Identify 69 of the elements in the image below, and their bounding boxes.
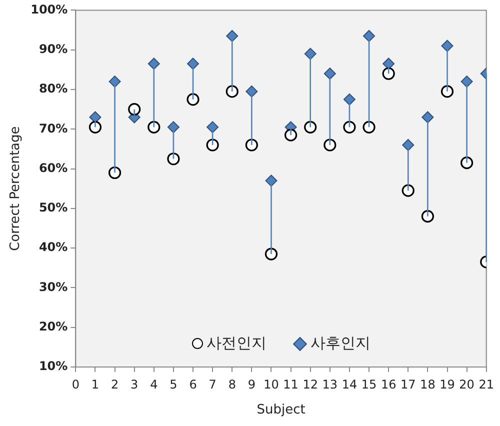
y-tick-label: 70%: [38, 121, 68, 136]
point: [265, 174, 278, 187]
point: [128, 103, 141, 116]
y-tick-label: 80%: [38, 82, 68, 96]
y-tick-label: 20%: [38, 319, 68, 334]
point: [108, 166, 122, 180]
x-tick-label: 10: [264, 377, 279, 392]
point: [284, 128, 298, 142]
x-tick-label: 2: [110, 377, 119, 392]
x-tick-label: 11: [283, 377, 298, 392]
y-tick-label: 10%: [38, 359, 68, 374]
legend-label: 사후인지: [310, 334, 371, 353]
y-tick-label: 100%: [30, 2, 68, 16]
x-tick-label: 6: [189, 377, 197, 392]
y-tick-label: 40%: [38, 240, 68, 254]
y-tick-label: 30%: [38, 280, 68, 294]
x-tick-label: 5: [170, 377, 178, 392]
point: [245, 138, 258, 152]
point: [226, 30, 238, 42]
point: [186, 93, 200, 106]
point: [187, 58, 200, 70]
x-tick-label: 9: [248, 377, 256, 392]
y-tick-label: 50%: [38, 200, 68, 215]
point: [402, 138, 414, 151]
point: [460, 156, 474, 170]
x-tick-label: 15: [361, 377, 377, 392]
x-tick-label: 3: [130, 377, 138, 392]
x-tick-label: 0: [72, 377, 80, 392]
x-tick-label: 1: [91, 377, 100, 392]
point: [206, 121, 219, 134]
point: [167, 152, 180, 166]
point: [421, 210, 434, 223]
legend-label: 사전인지: [206, 334, 267, 353]
point: [304, 48, 316, 60]
x-tick-label: 21: [478, 377, 494, 392]
x-tick-label: 17: [400, 377, 416, 392]
point: [343, 93, 356, 106]
x-tick-label: 20: [459, 377, 474, 392]
point: [167, 121, 180, 134]
point: [206, 138, 219, 152]
x-tick-label: 13: [322, 377, 338, 392]
point: [226, 85, 238, 98]
x-tick-label: 4: [150, 377, 158, 392]
point: [343, 120, 356, 134]
x-tick-label: 18: [420, 377, 436, 392]
point: [324, 68, 336, 80]
point: [440, 85, 454, 98]
x-tick-label: 19: [440, 377, 455, 392]
point: [362, 120, 376, 134]
x-tick-label: 12: [302, 377, 318, 392]
y-axis-title: Correct Percentage: [8, 126, 24, 251]
point: [402, 184, 414, 197]
point: [422, 111, 434, 124]
x-tick-label: 14: [342, 377, 358, 392]
point: [148, 58, 160, 70]
y-tick-label: 60%: [38, 160, 68, 175]
x-tick-label: 8: [228, 377, 236, 392]
point: [264, 248, 278, 260]
point: [148, 120, 160, 134]
x-tick-label: 7: [208, 377, 216, 392]
x-axis-title: Subject: [256, 402, 306, 418]
point: [88, 120, 102, 134]
point: [441, 40, 454, 52]
point: [382, 67, 395, 80]
point: [304, 120, 317, 134]
x-tick-label: 16: [380, 377, 396, 392]
y-tick-label: 90%: [38, 42, 68, 56]
point: [324, 138, 336, 152]
point: [363, 30, 376, 42]
